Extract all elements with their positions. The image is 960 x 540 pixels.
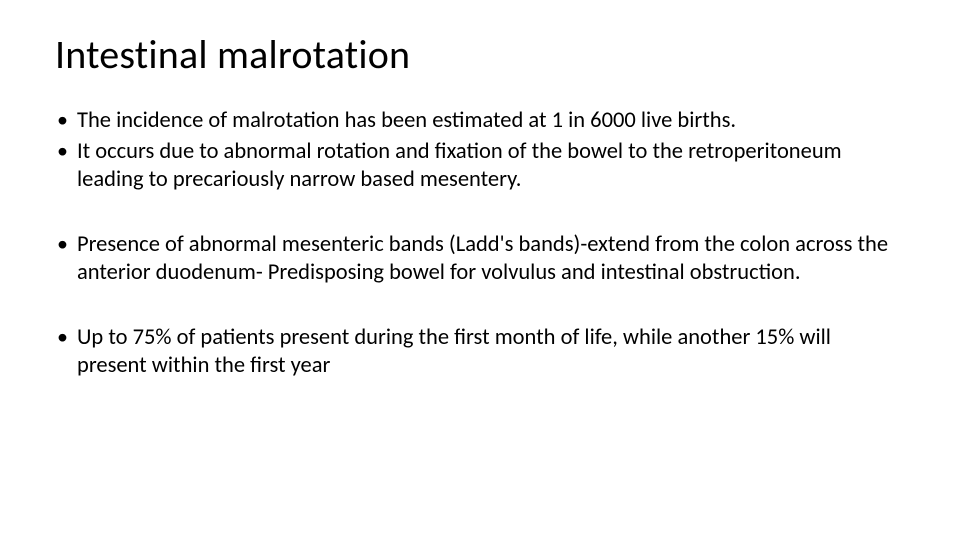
bullet-item: Up to 75% of patients present during the…: [55, 324, 905, 379]
slide-title: Intestinal malrotation: [55, 30, 905, 79]
bullet-list: The incidence of malrotation has been es…: [55, 107, 905, 379]
slide: Intestinal malrotation The incidence of …: [0, 0, 960, 540]
bullet-item: Presence of abnormal mesenteric bands (L…: [55, 231, 905, 286]
bullet-item: It occurs due to abnormal rotation and f…: [55, 138, 905, 193]
bullet-item: The incidence of malrotation has been es…: [55, 107, 905, 134]
